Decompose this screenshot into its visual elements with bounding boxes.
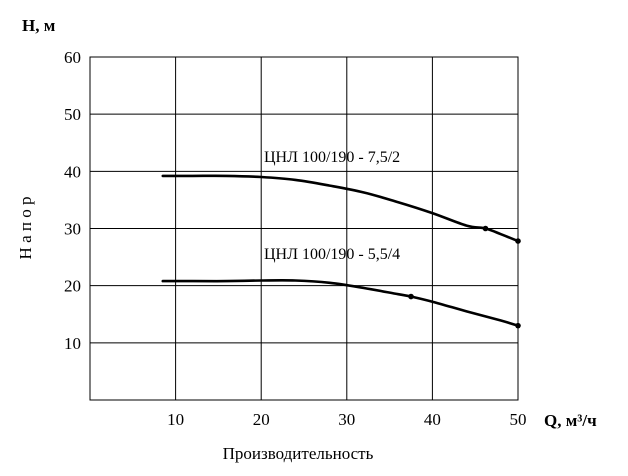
curve-layer: [161, 174, 521, 329]
grid-layer: [89, 56, 519, 401]
series-1-point: [515, 238, 521, 244]
series-line-1: [161, 174, 520, 243]
y-tick-label: 30: [64, 220, 81, 239]
y-axis-title: Н а п о р: [16, 197, 35, 260]
series-label-2: ЦНЛ 100/190 - 5,5/4: [264, 246, 400, 263]
y-axis-unit-label: H, м: [22, 16, 56, 35]
tick-labels: 10 20 30 40 50 10 20 30 40 50 60: [64, 48, 527, 429]
x-tick-label: 40: [424, 410, 441, 429]
y-tick-label: 20: [64, 277, 81, 296]
x-axis-title: Производительность: [223, 444, 374, 463]
series-label-1: ЦНЛ 100/190 - 7,5/2: [264, 149, 400, 166]
x-tick-label: 30: [338, 410, 355, 429]
y-tick-label: 10: [64, 334, 81, 353]
y-tick-label: 50: [64, 105, 81, 124]
series-line-2: [161, 278, 520, 327]
x-tick-label: 10: [167, 410, 184, 429]
x-tick-label: 20: [253, 410, 270, 429]
y-tick-label: 60: [64, 48, 81, 67]
series-2-point: [408, 293, 414, 300]
x-tick-label: 50: [510, 410, 527, 429]
series-1-point: [482, 225, 489, 232]
y-tick-label: 40: [64, 162, 81, 181]
x-axis-unit-label: Q, м³/ч: [544, 411, 597, 430]
series-2-point: [515, 322, 521, 329]
